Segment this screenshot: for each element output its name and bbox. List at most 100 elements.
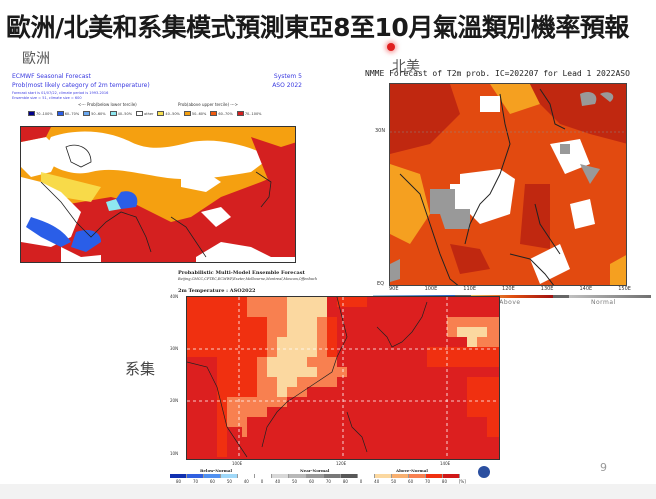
- x-tick: 110E: [463, 286, 476, 292]
- mme-x-tick: 100E: [232, 461, 243, 466]
- legend-label: other: [144, 111, 154, 116]
- ecmwf-header-forecast-start: Forecast start is 01/07/22, climate peri…: [12, 91, 109, 95]
- nmme-y-tick: EQ: [377, 281, 385, 287]
- legend-item: 50..60%: [183, 111, 206, 116]
- colorbar-value: 60: [408, 479, 414, 484]
- colorbar-cell: [204, 474, 222, 478]
- ecmwf-header-title: ECMWF Seasonal Forecast: [12, 73, 91, 80]
- colorbar-cell: [443, 474, 461, 478]
- below-tercile-label: <--- Prob(below lower tercile): [78, 102, 137, 107]
- x-tick: 90E: [389, 286, 399, 292]
- colorbar-cell: [238, 474, 256, 478]
- colorbar-value: 70: [325, 479, 331, 484]
- colorbar-value: 0: [260, 479, 264, 484]
- nmme-map: [389, 83, 627, 286]
- colorbar-cell: [221, 474, 239, 478]
- x-tick: 140E: [579, 286, 593, 292]
- colorbar-cell: [289, 474, 307, 478]
- ecmwf-header-subtitle: Prob(most likely category of 2m temperat…: [12, 82, 150, 89]
- legend-label: 60..70%: [64, 111, 80, 116]
- ecmwf-header-ensemble: Ensemble size = 51, climate size = 600: [12, 96, 82, 100]
- colorbar-value: 40: [374, 479, 380, 484]
- colorbar-value: 50: [226, 479, 232, 484]
- x-tick: 120E: [502, 286, 515, 292]
- mme-title: Probabilistic Multi-Model Ensemble Forec…: [178, 270, 305, 276]
- x-tick: 100E: [424, 286, 438, 292]
- colorbar-value: 80: [176, 479, 182, 484]
- colorbar-value: 80: [441, 479, 447, 484]
- legend-swatch: [183, 111, 191, 116]
- mme-map-graphic: [187, 297, 499, 459]
- colorbar-cell: [187, 474, 205, 478]
- colorbar-cell: [357, 474, 375, 478]
- colorbar-value: 70: [192, 479, 199, 484]
- ecmwf-system: System 5: [273, 73, 302, 80]
- page-number: 9: [600, 461, 607, 474]
- legend-label: 50..60%: [91, 111, 106, 116]
- europe-label: 歐洲: [22, 51, 50, 67]
- colorbar-value: [%]: [458, 479, 466, 484]
- ensemble-label: 系集: [125, 360, 156, 378]
- colorbar-value: 80: [342, 479, 348, 484]
- colorbar-cell: [391, 474, 409, 478]
- colorbar-head-above: Above-Normal: [396, 468, 428, 473]
- colorbar-value: 0: [359, 479, 363, 484]
- nmme-y-tick: 30N: [375, 128, 386, 134]
- nmme-title: NMME Forecast of T2m prob. IC=202207 for…: [365, 69, 630, 78]
- mme-x-tick: 140E: [440, 461, 451, 466]
- ecmwf-forecast-figure: ECMWF Seasonal Forecast Prob(most likely…: [8, 73, 308, 273]
- legend-label: 70..100%: [36, 111, 53, 116]
- legend-item: other: [136, 111, 153, 116]
- colorbar-value: 50: [292, 479, 298, 484]
- legend-item: 40..50%: [157, 111, 180, 116]
- nmme-map-graphic: [390, 84, 626, 285]
- mme-x-tick: 120E: [336, 461, 347, 466]
- colorbar-above-segment: [471, 295, 553, 298]
- legend-swatch: [157, 111, 165, 116]
- slide-title: 歐洲/北美和系集模式預測東亞8至10月氣溫類別機率預報: [6, 13, 629, 42]
- above-tercile-label: Prob(above upper tercile) --->: [178, 102, 238, 107]
- mme-y-tick: 30N: [170, 346, 179, 351]
- colorbar-value: 40: [275, 479, 281, 484]
- ecmwf-period: ASO 2022: [272, 82, 302, 89]
- colorbar-cell: [340, 474, 358, 478]
- legend-swatch: [210, 111, 218, 116]
- colorbar-cell: [306, 474, 324, 478]
- colorbar-cell: [408, 474, 426, 478]
- colorbar-value: 70: [424, 479, 431, 484]
- colorbar-gap: [552, 295, 570, 298]
- ecmwf-map: [20, 126, 296, 263]
- legend-label: 40..50%: [165, 111, 180, 116]
- colorbar-head-below: Below-Normal: [200, 468, 232, 473]
- mme-y-tick: 10N: [170, 451, 179, 456]
- legend-label: 70..100%: [244, 111, 262, 116]
- mme-y-tick: 40N: [170, 294, 179, 299]
- colorbar-cell: [170, 474, 188, 478]
- mme-contributors: Beijing,CMCC,CPTEC,ECMWF,Exeter,Melbourn…: [178, 277, 318, 281]
- legend-swatch: [28, 111, 35, 116]
- presentation-slide: 歐洲/北美和系集模式預測東亞8至10月氣溫類別機率預報 歐洲 北美 系集 ECM…: [6, 13, 652, 484]
- nmme-x-ticks: 90E 100E 110E 120E 130E 140E 150E: [389, 286, 631, 292]
- mme-subtitle: 2m Temperature : ASO2022: [178, 288, 256, 294]
- ecmwf-legend: 70..100% 60..70% 50..60% 40..50% other 4…: [28, 111, 262, 116]
- legend-item: 40..50%: [109, 111, 132, 116]
- legend-label: 60..70%: [218, 111, 233, 116]
- colorbar-cell: [255, 474, 273, 478]
- colorbar-value: 60: [308, 479, 315, 484]
- legend-item: 50..60%: [83, 111, 106, 116]
- x-tick: 150E: [618, 286, 631, 292]
- colorbar-cell: [425, 474, 443, 478]
- north-america-label: 北美: [392, 59, 420, 75]
- legend-swatch: [83, 111, 91, 116]
- mme-forecast-figure: Probabilistic Multi-Model Ensemble Forec…: [168, 268, 513, 488]
- legend-swatch: [136, 111, 144, 116]
- legend-item: 60..70%: [210, 111, 233, 116]
- legend-swatch: [56, 111, 64, 116]
- colorbar-label-above: Above: [499, 299, 521, 306]
- legend-swatch: [236, 111, 244, 116]
- colorbar-cell: [374, 474, 392, 478]
- colorbar-head-near: Near-Normal: [300, 468, 330, 473]
- colorbar-normal-segment: [569, 295, 652, 298]
- colorbar-value: 40: [243, 479, 249, 484]
- colorbar-cell: [272, 474, 290, 478]
